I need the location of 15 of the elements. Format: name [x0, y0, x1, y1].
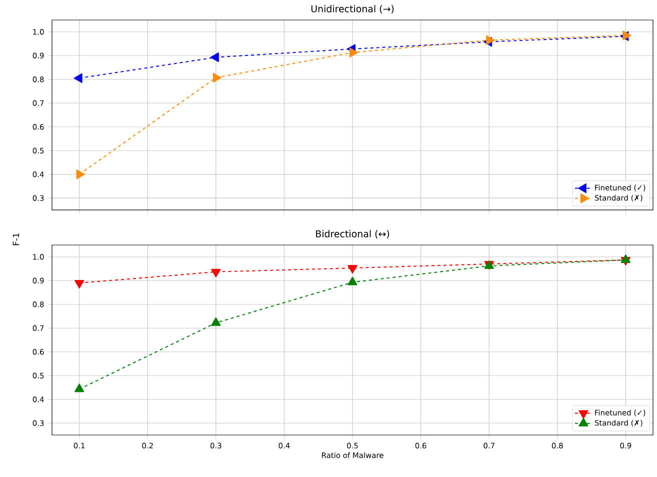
point — [76, 170, 85, 180]
point — [74, 384, 84, 392]
chart-title: Bidrectional (↔) — [316, 230, 390, 238]
point — [350, 48, 358, 58]
chart-title: Unidirectional (→) — [311, 5, 394, 14]
point — [622, 30, 632, 40]
point — [212, 72, 222, 83]
point — [348, 265, 358, 274]
y-axis-title: F-1 — [12, 233, 20, 246]
point — [210, 52, 219, 62]
point — [211, 317, 221, 326]
point — [486, 35, 495, 45]
point — [74, 280, 84, 288]
point — [74, 73, 82, 83]
point — [211, 268, 221, 278]
